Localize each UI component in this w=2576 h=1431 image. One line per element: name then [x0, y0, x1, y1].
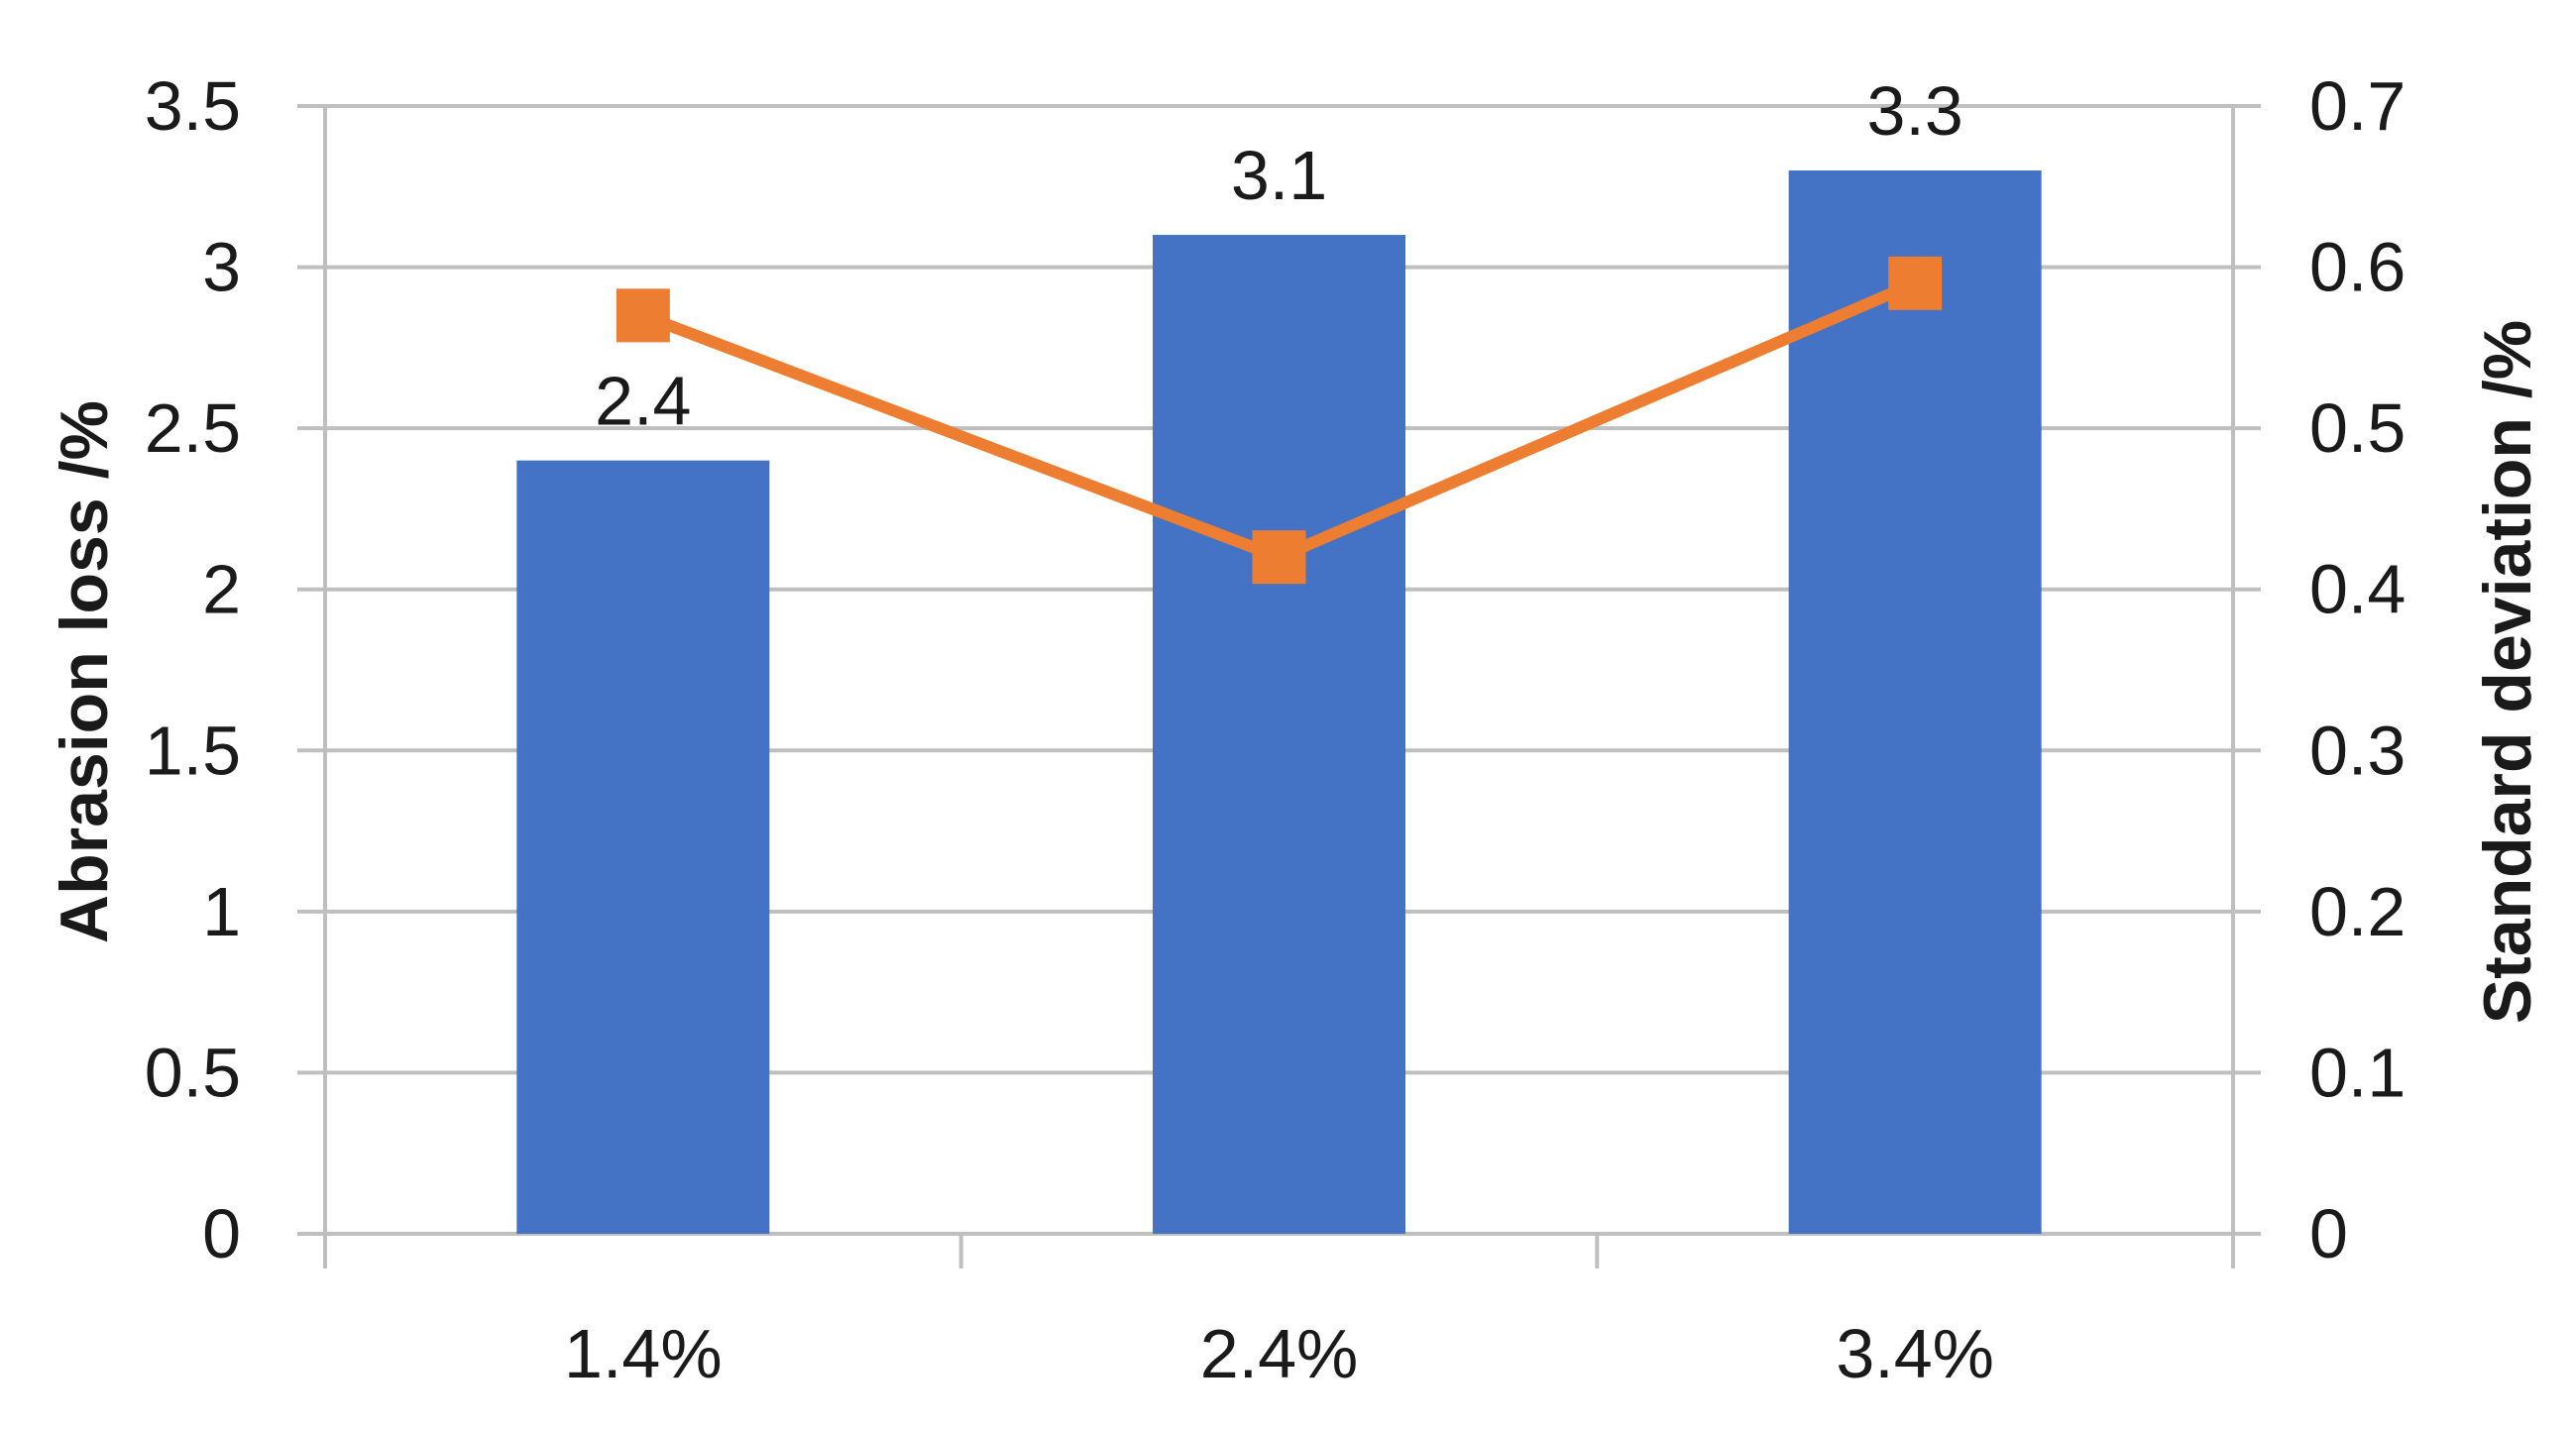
y-axis-title: Abrasion loss /%: [47, 400, 122, 943]
axes: [323, 106, 2235, 1268]
y2-axis-title: Standard deviation /%: [2470, 320, 2545, 1024]
y2-tick-label: 0.6: [2309, 229, 2406, 306]
bar-data-label: 3.3: [1867, 72, 1963, 150]
bar: [1788, 170, 2042, 1234]
y2-tick-label: 0.4: [2309, 551, 2406, 628]
x-tick-label: 2.4%: [1200, 1315, 1359, 1392]
y-tick-label: 1: [202, 873, 241, 950]
x-tick-label: 1.4%: [564, 1315, 723, 1392]
y-tick-label: 2.5: [145, 389, 241, 467]
y-tick-label: 1.5: [145, 712, 241, 789]
y-tick-label: 0: [202, 1195, 241, 1272]
bar: [1153, 235, 1405, 1235]
bar-data-label: 3.1: [1231, 137, 1327, 214]
y-tick-label: 2: [202, 551, 241, 628]
x-tick-label: 3.4%: [1836, 1315, 1994, 1392]
y2-tick-label: 0.5: [2309, 389, 2406, 467]
line-marker: [616, 288, 670, 343]
y2-tick-label: 0.3: [2309, 712, 2406, 789]
y-tick-label: 3: [202, 229, 241, 306]
data-labels: 2.4 3.1 3.3: [595, 72, 1963, 440]
line-marker: [1888, 256, 1943, 310]
line-marker: [1252, 530, 1306, 585]
y2-tick-label: 0.2: [2309, 873, 2406, 950]
line-series: [616, 256, 1943, 585]
bar-data-label: 2.4: [595, 363, 691, 440]
y-tick-label: 3.5: [145, 67, 241, 145]
y2-tick-label: 0.7: [2309, 67, 2406, 145]
y2-tick-label: 0.1: [2309, 1034, 2406, 1111]
y2-tick-label: 0: [2309, 1195, 2348, 1272]
bar: [516, 460, 770, 1235]
tick-labels: 0 0.5 1 1.5 2 2.5 3 3.5 0 0.1 0.2 0.3 0.4 0.5 0.6 0.7 1.…: [145, 67, 2407, 1392]
y-tick-label: 0.5: [145, 1034, 241, 1111]
bar-series: [516, 170, 2042, 1235]
